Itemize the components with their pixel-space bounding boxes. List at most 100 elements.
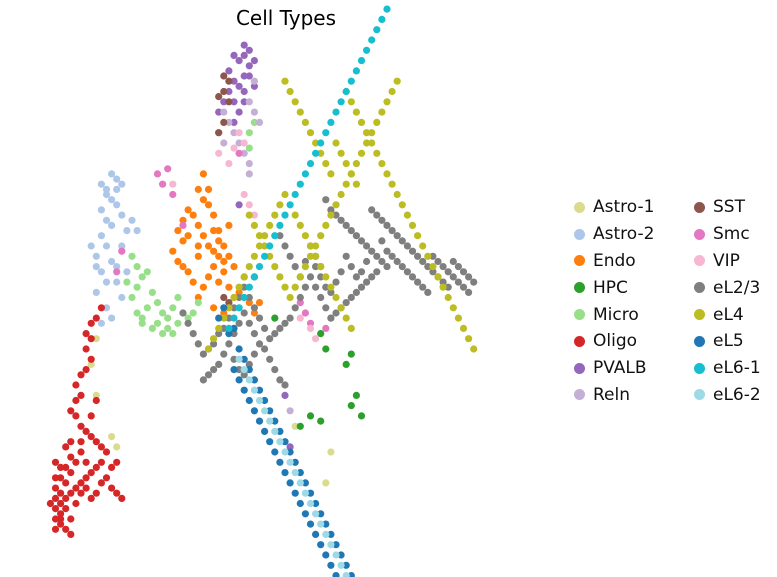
point-oligo-0: [97, 304, 105, 312]
point-el5-59: [327, 561, 335, 569]
point-astro-2-8: [102, 242, 111, 250]
point-el6-2-21: [342, 572, 350, 577]
point-el6-1-29: [373, 26, 381, 34]
point-el2-3-48: [194, 340, 202, 348]
point-oligo-56: [108, 463, 116, 471]
point-el2-3-43: [220, 324, 228, 332]
point-el4-29: [393, 77, 401, 85]
point-el5-12: [276, 427, 284, 435]
point-el4-26: [378, 108, 386, 116]
point-el2-3-105: [434, 257, 442, 266]
point-vip-1: [240, 139, 248, 147]
legend-swatch-vip: [694, 255, 705, 267]
legend-label-oligo: Oligo: [593, 331, 638, 352]
point-hpc-1: [317, 330, 325, 338]
point-el2-3-79: [337, 268, 345, 276]
point-oligo-69: [87, 412, 95, 420]
point-el4-34: [363, 129, 371, 137]
point-vip-4: [225, 160, 233, 168]
point-hpc-6: [357, 412, 366, 420]
point-micro-23: [174, 293, 182, 302]
point-el2-3-120: [383, 221, 391, 229]
point-oligo-58: [108, 484, 116, 492]
point-el2-3-86: [383, 247, 391, 255]
point-reln-7: [245, 160, 253, 168]
point-sst-5: [220, 118, 228, 126]
point-el5-25: [342, 561, 350, 569]
point-oligo-63: [62, 443, 70, 451]
point-el5-18: [306, 489, 315, 497]
point-el4-19: [342, 180, 350, 188]
point-el2-3-95: [403, 242, 411, 250]
point-el2-3-87: [388, 252, 396, 260]
point-el4-48: [434, 273, 442, 281]
point-oligo-40: [77, 448, 85, 456]
point-micro-7: [133, 309, 141, 317]
point-oligo-13: [72, 412, 80, 420]
point-astro-2-23: [118, 293, 126, 302]
point-el2-3-89: [398, 263, 406, 271]
point-micro-1: [153, 299, 162, 307]
point-el2-3-91: [408, 273, 417, 281]
point-endo-6: [199, 232, 207, 240]
point-el4-65: [306, 129, 315, 137]
point-el2-3-14: [368, 273, 376, 281]
point-el2-3-119: [388, 227, 396, 235]
point-oligo-47: [62, 505, 70, 513]
point-el4-47: [429, 263, 437, 271]
point-el2-3-66: [210, 366, 218, 374]
legend-swatch-astro-1: [574, 201, 585, 213]
point-el2-3-50: [184, 319, 192, 327]
point-el6-1-31: [383, 5, 391, 13]
point-endo-22: [179, 237, 187, 245]
point-micro-18: [138, 273, 146, 281]
point-micro-8: [153, 319, 162, 327]
point-oligo-18: [97, 443, 105, 451]
point-el2-3-57: [255, 340, 264, 348]
point-el6-2-14: [306, 499, 315, 508]
point-el5-4: [235, 345, 243, 353]
point-micro-16: [128, 293, 136, 302]
point-reln-3: [220, 139, 228, 147]
point-el2-3-5: [347, 227, 355, 235]
point-el6-1-11: [281, 211, 289, 219]
point-oligo-24: [77, 479, 85, 487]
point-el2-3-32: [276, 324, 284, 332]
point-el4-1: [250, 221, 258, 229]
point-el4-85: [210, 335, 218, 343]
point-endo-38: [250, 309, 258, 317]
legend-swatch-el4: [694, 309, 705, 321]
point-el4-64: [312, 139, 320, 147]
point-pvalb-10: [225, 87, 233, 96]
point-el5-53: [296, 499, 304, 508]
point-el4-84: [215, 324, 223, 332]
legend-item-astro-2: Astro-2: [574, 221, 654, 248]
point-el5-57: [317, 541, 325, 549]
point-el2-3-92: [414, 278, 422, 286]
point-oligo-52: [87, 494, 95, 502]
point-oligo-17: [92, 438, 100, 446]
point-el2-3-51: [179, 309, 187, 317]
point-el4-83: [220, 314, 228, 322]
point-astro-2-28: [92, 263, 100, 271]
point-el4-91: [312, 252, 320, 260]
point-hpc-5: [347, 402, 355, 410]
point-el4-52: [454, 314, 462, 322]
point-el4-67: [296, 108, 304, 116]
point-el2-3-13: [373, 268, 381, 276]
point-astro-2-20: [133, 227, 141, 235]
legend-item-astro-1: Astro-1: [574, 194, 654, 221]
point-micro-12: [184, 314, 192, 322]
point-oligo-1: [92, 314, 100, 322]
point-el4-38: [383, 170, 391, 178]
point-el2-3-18: [347, 293, 355, 302]
point-oligo-4: [87, 335, 95, 343]
point-smc-7: [296, 299, 304, 307]
point-micro-25: [194, 299, 202, 307]
point-el2-3-39: [240, 283, 248, 291]
point-smc-9: [306, 319, 315, 327]
point-el6-1-2: [235, 304, 243, 312]
point-pvalb-4: [235, 82, 243, 90]
chart-title: Cell Types: [235, 6, 337, 30]
point-reln-5: [235, 139, 243, 147]
